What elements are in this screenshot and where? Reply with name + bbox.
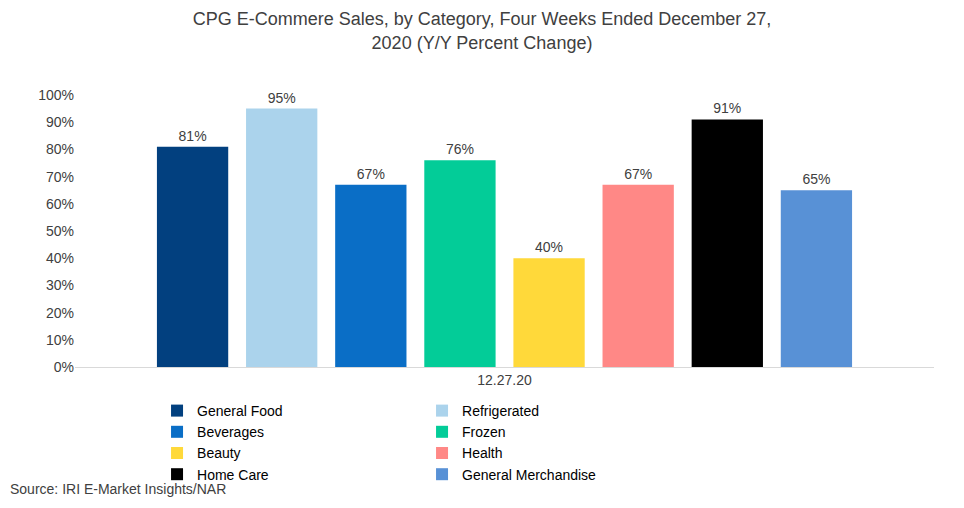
svg-text:Refrigerated: Refrigerated xyxy=(462,403,539,419)
svg-text:65%: 65% xyxy=(802,171,830,187)
svg-text:Beauty: Beauty xyxy=(197,445,241,461)
svg-text:81%: 81% xyxy=(179,128,207,144)
svg-text:20%: 20% xyxy=(46,305,74,321)
svg-text:Beverages: Beverages xyxy=(197,424,264,440)
svg-text:80%: 80% xyxy=(46,141,74,157)
svg-text:60%: 60% xyxy=(46,196,74,212)
svg-text:12.27.20: 12.27.20 xyxy=(477,372,532,388)
svg-text:67%: 67% xyxy=(624,166,652,182)
svg-text:50%: 50% xyxy=(46,223,74,239)
svg-text:67%: 67% xyxy=(357,166,385,182)
svg-text:10%: 10% xyxy=(46,332,74,348)
svg-text:90%: 90% xyxy=(46,114,74,130)
svg-text:100%: 100% xyxy=(38,87,74,103)
svg-text:General Merchandise: General Merchandise xyxy=(462,467,596,483)
svg-text:30%: 30% xyxy=(46,277,74,293)
svg-text:CPG E-Commere Sales, by Catego: CPG E-Commere Sales, by Category, Four W… xyxy=(193,9,772,52)
svg-text:Home Care: Home Care xyxy=(197,467,269,483)
svg-text:40%: 40% xyxy=(535,239,563,255)
svg-text:70%: 70% xyxy=(46,169,74,185)
svg-text:95%: 95% xyxy=(268,90,296,106)
svg-text:Source: IRI E-Market Insights/: Source: IRI E-Market Insights/NAR xyxy=(10,481,226,497)
svg-text:Health: Health xyxy=(462,445,502,461)
svg-text:40%: 40% xyxy=(46,250,74,266)
svg-text:0%: 0% xyxy=(54,359,74,375)
svg-text:76%: 76% xyxy=(446,141,474,157)
svg-text:91%: 91% xyxy=(713,100,741,116)
svg-text:General Food: General Food xyxy=(197,403,283,419)
svg-text:Frozen: Frozen xyxy=(462,424,506,440)
